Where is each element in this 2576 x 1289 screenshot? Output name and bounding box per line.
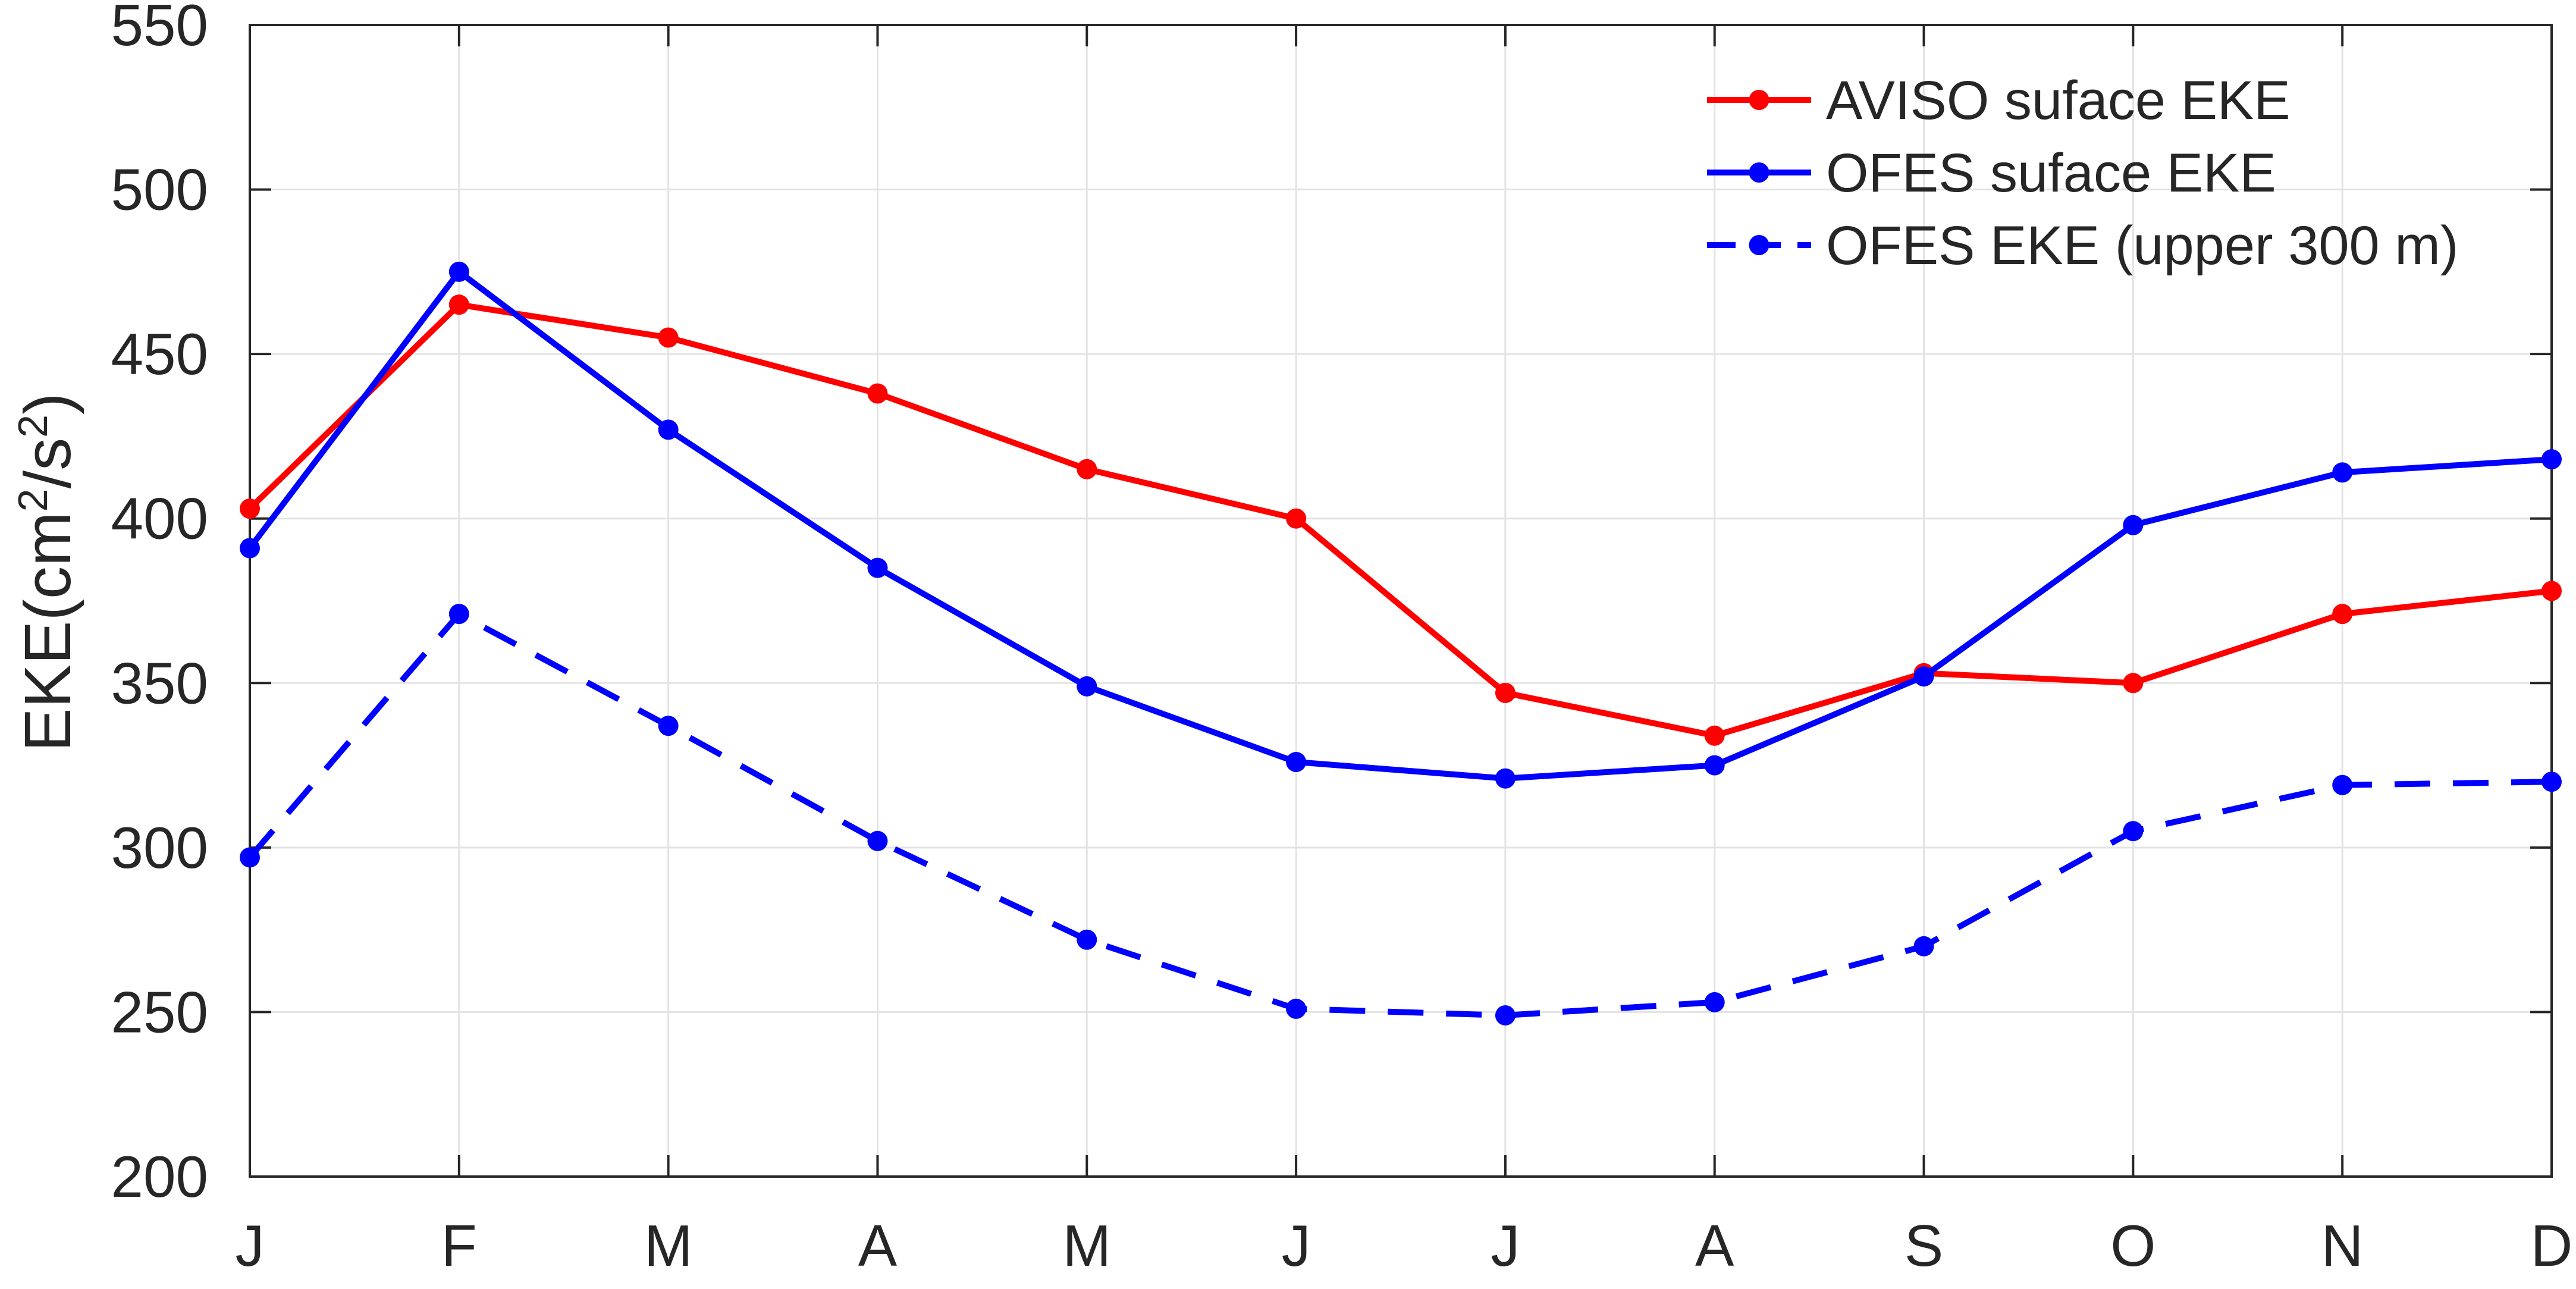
- y-tick-label: 300: [111, 815, 208, 880]
- y-axis-title-part: /s: [11, 438, 84, 489]
- series-line: [247, 302, 2552, 739]
- y-tick-label: 350: [111, 650, 208, 716]
- data-point: [867, 830, 888, 851]
- legend: AVISO suface EKE OFES suface EKE OFES EKE …: [1707, 70, 2459, 276]
- axes: J F M A M J J A S O N D 200 250 300 350 400 450 500 550: [111, 0, 2572, 1278]
- series-line: [247, 268, 2552, 782]
- data-point: [2332, 604, 2353, 625]
- legend-entry: OFES EKE (upper 300 m): [1707, 215, 2459, 276]
- legend-label: OFES EKE (upper 300 m): [1826, 215, 2459, 276]
- data-point: [658, 716, 679, 736]
- data-point: [1704, 755, 1725, 776]
- x-tick-label: M: [1062, 1213, 1111, 1278]
- y-axis-title-part: 2: [10, 415, 56, 438]
- data-point: [1913, 936, 1934, 956]
- series-2: [240, 261, 2562, 789]
- data-point: [2123, 673, 2144, 694]
- data-point: [2332, 462, 2353, 483]
- data-point: [867, 557, 888, 578]
- data-point: [1077, 676, 1097, 697]
- x-tick-label: A: [858, 1213, 898, 1278]
- y-tick-label: 550: [111, 0, 208, 58]
- data-point: [1495, 682, 1516, 703]
- series-group: [240, 261, 2562, 1025]
- data-point: [1077, 929, 1097, 950]
- data-point: [448, 261, 469, 282]
- data-point: [1495, 768, 1516, 789]
- data-point: [448, 604, 469, 625]
- data-point: [2542, 449, 2562, 470]
- data-point: [2123, 515, 2144, 535]
- legend-entry: OFES suface EKE: [1707, 143, 2276, 203]
- data-point: [2123, 821, 2144, 842]
- data-point: [240, 847, 260, 868]
- data-point: [240, 538, 260, 559]
- legend-marker: [1749, 90, 1769, 110]
- y-tick-label: 450: [111, 321, 208, 387]
- y-tick-label: 500: [111, 157, 208, 222]
- data-point: [1286, 998, 1307, 1019]
- legend-label: OFES suface EKE: [1826, 143, 2276, 203]
- data-point: [867, 383, 888, 404]
- data-point: [1077, 459, 1097, 479]
- y-axis-title: EKE(cm2/s2): [10, 393, 84, 751]
- x-tick-label: F: [441, 1213, 477, 1278]
- x-tick-label: J: [1491, 1213, 1520, 1278]
- legend-marker: [1749, 162, 1769, 183]
- data-point: [1913, 666, 1934, 687]
- legend-marker: [1749, 235, 1769, 255]
- y-tick-label: 250: [111, 979, 208, 1045]
- data-point: [448, 294, 469, 315]
- x-tick-label: D: [2531, 1213, 2573, 1278]
- data-point: [1704, 725, 1725, 746]
- data-point: [658, 419, 679, 440]
- data-point: [2332, 774, 2353, 795]
- data-point: [2542, 771, 2562, 792]
- y-tick-label: 200: [111, 1144, 208, 1209]
- x-tick-label: M: [644, 1213, 693, 1278]
- x-tick-label: S: [1904, 1213, 1943, 1278]
- data-point: [1286, 508, 1307, 529]
- legend-label: AVISO suface EKE: [1826, 70, 2291, 131]
- x-tick-label: J: [236, 1213, 265, 1278]
- x-tick-label: N: [2321, 1213, 2364, 1278]
- data-point: [1495, 1005, 1516, 1025]
- data-point: [1704, 992, 1725, 1012]
- y-axis-title-part: EKE(cm: [11, 512, 84, 751]
- data-point: [1286, 752, 1307, 773]
- y-axis-title-part: ): [11, 393, 84, 415]
- y-tick-label: 400: [111, 486, 208, 551]
- data-point: [2542, 581, 2562, 601]
- x-tick-label: O: [2110, 1213, 2155, 1278]
- x-tick-label: J: [1282, 1213, 1311, 1278]
- legend-entry: AVISO suface EKE: [1707, 70, 2291, 131]
- y-axis-title-part: 2: [10, 488, 56, 512]
- data-point: [240, 498, 260, 519]
- series-3: [240, 604, 2562, 1025]
- x-tick-label: A: [1695, 1213, 1734, 1278]
- data-point: [658, 327, 679, 348]
- series-1: [240, 294, 2562, 746]
- series-line: [247, 611, 2552, 1018]
